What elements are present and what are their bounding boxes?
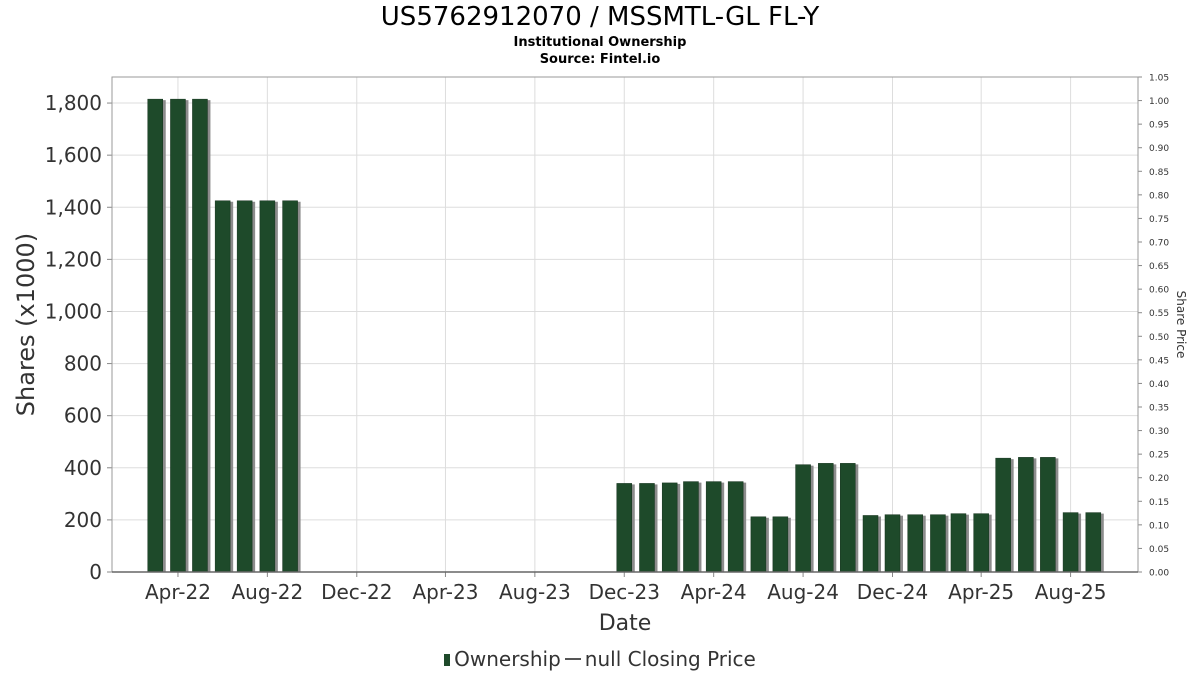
y2-tick-label: 0.25 [1149,451,1169,461]
bar [616,483,633,573]
bar [1085,512,1102,573]
legend-ownership-label: Ownership [454,647,561,671]
bar [147,98,163,573]
y2-tick-label: 0.30 [1149,427,1169,437]
bar [973,513,989,573]
bar [840,463,856,573]
bar [818,463,834,573]
bar [192,98,208,573]
y-axis-title: Shares (x1000) [12,233,40,416]
y2-tick-label: 1.00 [1149,97,1169,107]
y-tick-label: 200 [64,508,102,532]
y-tick-label: 800 [64,352,102,376]
y-tick-label: 1,600 [45,143,102,167]
bar [259,200,276,573]
x-tick-label: Aug-24 [767,580,839,604]
bar [1018,457,1034,573]
y-tick-label: 1,000 [45,299,102,323]
bar [661,482,678,573]
x-tick-label: Apr-25 [948,580,1014,604]
y2-tick-label: 0.60 [1149,286,1169,296]
x-tick-label: Apr-24 [681,580,747,604]
y2-tick-label: 0.35 [1149,404,1169,414]
y-tick-label: 600 [64,404,102,428]
ownership-chart: 0 200 400 600 800 1,000 1,200 1,400 1,600 1,800 0.… [12,74,1188,637]
bar [236,200,253,573]
bar [170,98,186,573]
y2-tick-label: 0.95 [1149,121,1169,131]
y2-tick-label: 0.65 [1149,262,1169,272]
chart-subtitle: Institutional Ownership [513,35,687,50]
bar [727,481,744,573]
y2-tick-label: 0.80 [1149,191,1169,201]
y2-tick-label: 0.15 [1149,498,1169,508]
bar [683,481,699,573]
y-tick-label: 1,200 [45,247,102,271]
x-tick-label: Dec-24 [857,580,928,604]
bar [1040,457,1056,573]
legend: Ownership null Closing Price [0,647,1200,671]
y2-axis-title: Share Price [1174,291,1188,359]
bar [214,200,231,573]
y2-tick-label: 0.45 [1149,356,1169,366]
chart-source: Source: Fintel.io [539,52,661,67]
bar [705,481,722,573]
y2-tick-label: 0.05 [1149,545,1169,555]
chart-title: US5762912070 / MSSMTL-GL FL-Y [380,2,820,32]
y-tick-label: 1,400 [45,195,102,219]
y2-tick-label: 0.00 [1149,569,1169,579]
y2-tick-label: 1.05 [1149,74,1169,84]
bar [862,515,879,573]
y2-tick-label: 0.20 [1149,474,1169,484]
bar [795,464,811,573]
y-tick-label: 400 [64,456,102,480]
bar [907,514,923,573]
x-tick-label: Aug-23 [499,580,571,604]
bar [750,516,767,573]
y2-tick-label: 0.90 [1149,144,1169,154]
x-tick-label: Dec-22 [321,580,392,604]
y-tick-label: 0 [89,560,102,584]
bar [282,200,298,573]
bar [639,483,655,573]
y-tick-label: 1,800 [45,91,102,115]
bar [950,513,967,573]
bar [1062,512,1079,573]
y2-tick-label: 0.50 [1149,333,1169,343]
x-tick-label: Dec-23 [589,580,660,604]
y2-tick-label: 0.55 [1149,309,1169,319]
x-axis-title: Date [599,611,652,636]
legend-price-label: null Closing Price [584,647,756,671]
y2-tick-label: 0.70 [1149,239,1169,249]
x-tick-label: Apr-22 [145,580,211,604]
bar [930,514,946,573]
legend-ownership-swatch [444,654,451,666]
x-tick-label: Aug-25 [1035,580,1107,604]
y2-tick-label: 0.75 [1149,215,1169,225]
legend-price-swatch [564,658,581,660]
bar [884,514,901,573]
y2-tick-label: 0.85 [1149,168,1169,178]
bar [995,457,1011,573]
x-tick-label: Apr-23 [412,580,478,604]
bar [772,516,789,573]
x-tick-label: Aug-22 [232,580,304,604]
y2-tick-label: 0.10 [1149,521,1169,531]
y2-tick-label: 0.40 [1149,380,1169,390]
